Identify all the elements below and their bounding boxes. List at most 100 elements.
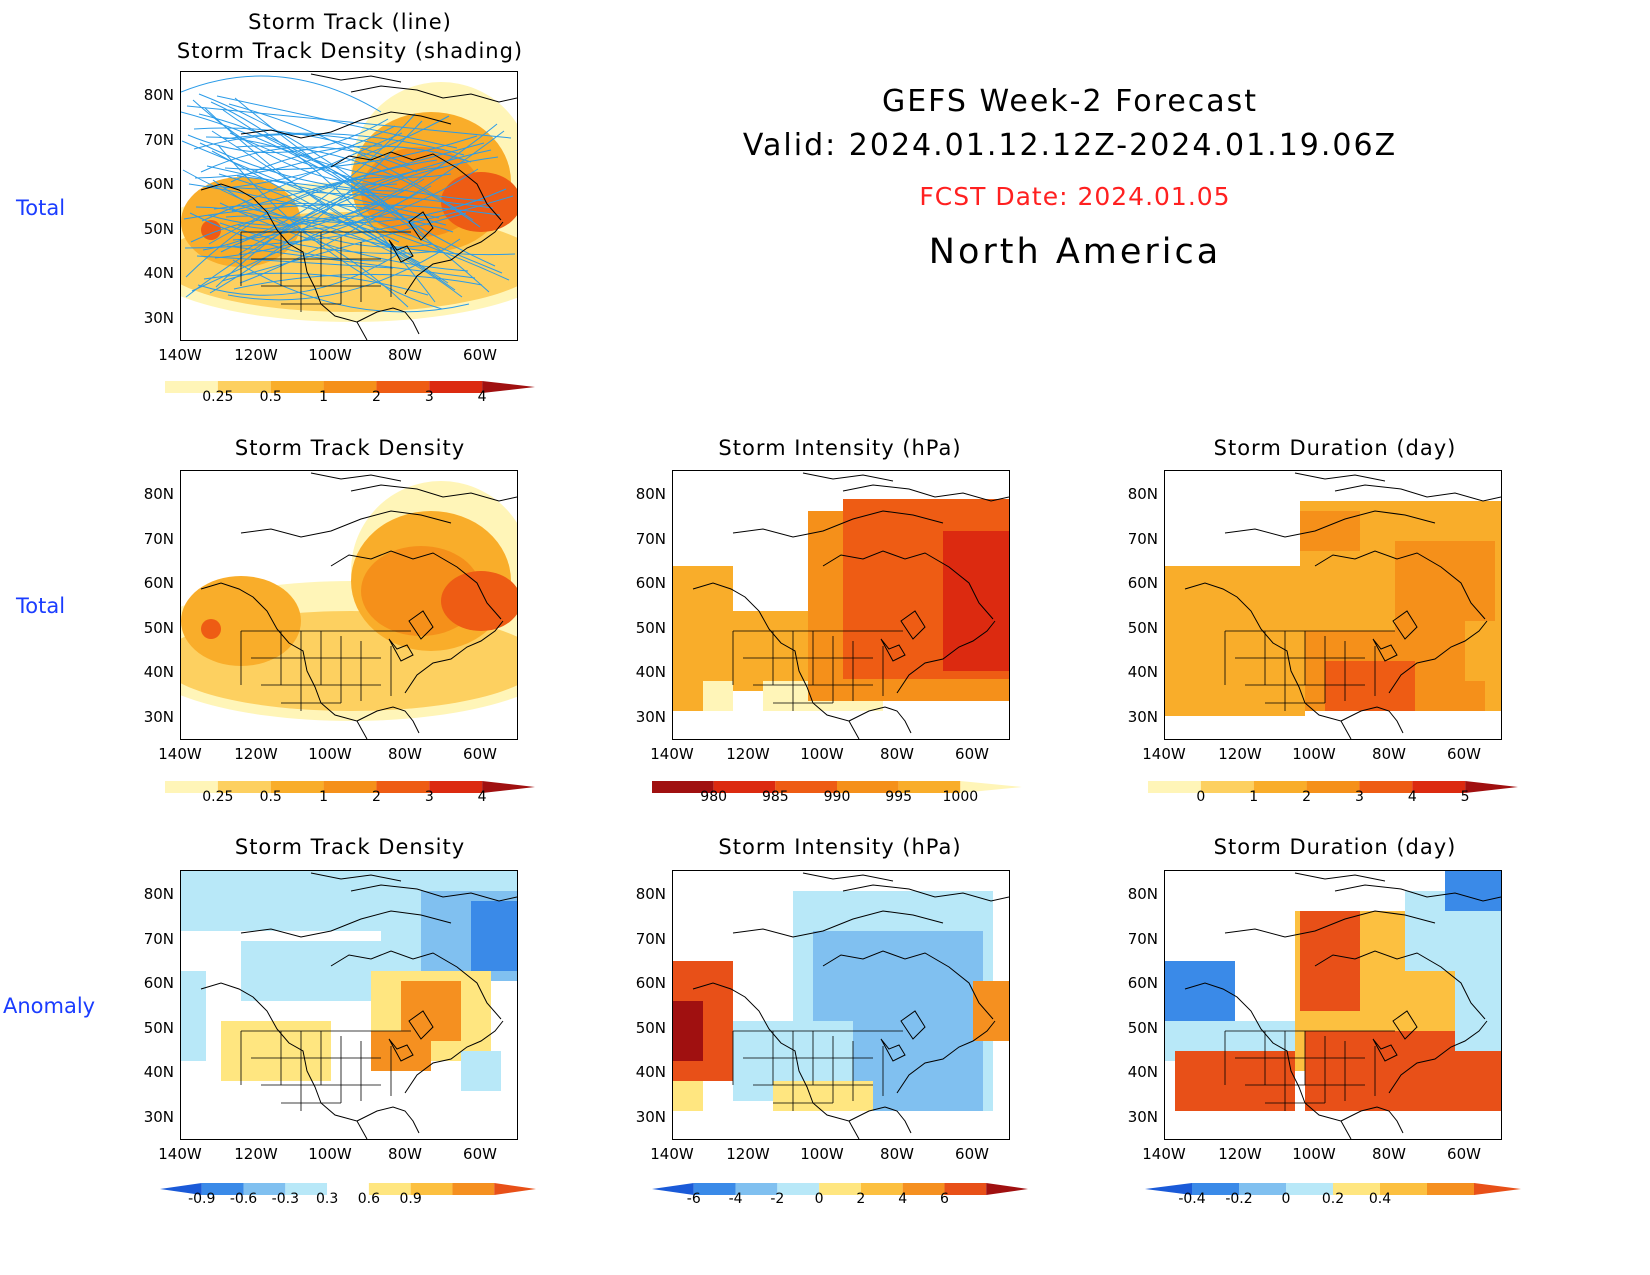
colorbar-density-total-top: 0.25 0.5 1 2 3 4: [165, 378, 545, 405]
lat-tick-label: 80N: [143, 86, 174, 104]
lat-tick-label: 80N: [143, 485, 174, 503]
density-shade-peak-w: [201, 619, 221, 639]
colorbar-label: 1: [1249, 789, 1259, 805]
lon-tick-label: 120W: [234, 346, 278, 364]
forecast-date: FCST Date: 2024.01.05: [919, 182, 1231, 211]
intensity_anom-bar: [652, 1183, 1028, 1195]
lat-tick-label: 50N: [143, 1019, 174, 1037]
density_total-bar: [165, 781, 535, 793]
coastline: [1184, 472, 1501, 739]
colorbar-label: 990: [823, 789, 851, 805]
forecast-region: North America: [928, 232, 1222, 272]
lon-tick-label: 80W: [880, 1145, 914, 1163]
duration-cell-7: [1465, 621, 1501, 681]
colorbar-label: -2: [770, 1191, 785, 1207]
lat-tick-label: 30N: [143, 708, 174, 726]
colorbar-swatch: [368, 1183, 411, 1195]
storm-track-lines: [181, 75, 516, 313]
row-label-total-2: Total: [16, 594, 66, 618]
lat-tick-label: 30N: [635, 708, 666, 726]
coastline: [200, 472, 517, 739]
lat-tick-label: 80N: [635, 485, 666, 503]
colorbar-swatch: [1427, 1183, 1474, 1195]
forecast-title: GEFS Week-2 Forecast: [881, 84, 1259, 119]
coastline: [200, 872, 517, 1139]
colorbar-label: 2: [1302, 789, 1312, 805]
colorbar-label: 0.9: [399, 1191, 422, 1207]
lat-tick-label: 50N: [143, 220, 174, 238]
lon-tick-label: 100W: [308, 346, 352, 364]
colorbar-swatch: [652, 781, 714, 793]
colorbar-swatch: [1380, 1183, 1427, 1195]
colorbar-swatch: [376, 381, 430, 393]
colorbar-swatch: [243, 1183, 286, 1195]
lat-tick-label: 50N: [1127, 619, 1158, 637]
colorbar-label: 985: [761, 789, 789, 805]
lon-tick-label: 80W: [388, 1145, 422, 1163]
lat-tick-label: 50N: [143, 619, 174, 637]
row-label-anomaly: Anomaly: [3, 994, 96, 1018]
colorbar-duration-total: 0 1 2 3 4 5: [1148, 778, 1528, 805]
colorbar-label: -4: [728, 1191, 743, 1207]
duration-cell-6: [1325, 661, 1415, 711]
colorbar-label: 1000: [942, 789, 979, 805]
colorbar-label: -6: [686, 1191, 701, 1207]
lat-tick-label: 40N: [143, 264, 174, 282]
top-panel-title-line2: Storm Track Density (shading): [176, 39, 524, 63]
intensity-cell-6: [703, 681, 733, 711]
colorbar-swatch: [837, 781, 899, 793]
colorbar-swatch: [1148, 781, 1201, 793]
colorbar-label: 4: [1407, 789, 1417, 805]
colorbar-label: 980: [700, 789, 728, 805]
colorbar-label: -0.3: [271, 1191, 299, 1207]
duration_anom-bar: [1145, 1183, 1521, 1195]
lon-tick-label: 120W: [234, 1145, 278, 1163]
map-density-anomaly: [180, 870, 518, 1140]
map-intensity-total: [672, 470, 1010, 740]
lat-tick-label: 70N: [1127, 530, 1158, 548]
colorbar-swatch: [217, 381, 271, 393]
m-r2c2-svg: [673, 472, 1009, 739]
lat-tick-label: 30N: [1127, 1108, 1158, 1126]
top-panel-title-line1: Storm Track (line): [248, 10, 452, 34]
colorbar-swatch: [201, 1183, 244, 1195]
colorbar-label: -0.4: [1178, 1191, 1206, 1207]
colorbar-swatch: [1474, 1183, 1521, 1195]
lat-tick-label: 70N: [635, 530, 666, 548]
m-r3c3-svg: [1165, 871, 1501, 1139]
lat-tick-label: 60N: [635, 574, 666, 592]
lat-tick-label: 40N: [1127, 663, 1158, 681]
lat-tick-label: 30N: [143, 1108, 174, 1126]
colorbar-label: 0: [1281, 1191, 1291, 1207]
lon-tick-label: 140W: [158, 346, 202, 364]
lat-tick-label: 40N: [143, 1063, 174, 1081]
m-r2c1-svg: [181, 472, 517, 739]
colorbar-swatch: [652, 1183, 694, 1195]
colorbar-swatch: [410, 1183, 453, 1195]
duration-anom-cell-4: [1300, 911, 1360, 1011]
lat-tick-label: 40N: [143, 663, 174, 681]
colorbar-swatch: [165, 381, 218, 393]
colorbar-label: 0.6: [357, 1191, 380, 1207]
colorbar-swatch: [160, 1183, 202, 1195]
lat-tick-label: 70N: [143, 131, 174, 149]
colorbar-label: -0.2: [1225, 1191, 1253, 1207]
coastline: [692, 872, 1009, 1139]
colorbar-swatch: [693, 1183, 736, 1195]
lat-tick-label: 50N: [635, 619, 666, 637]
lat-tick-label: 60N: [143, 175, 174, 193]
colorbar-label: 4: [477, 389, 487, 405]
lon-tick-label: 80W: [388, 745, 422, 763]
row-label-total-1: Total: [16, 196, 66, 220]
lon-tick-label: 120W: [1218, 1145, 1262, 1163]
colorbar-duration-anomaly: -0.4 -0.2 0 0.2 0.4: [1145, 1180, 1531, 1207]
colorbar-label: 3: [424, 389, 434, 405]
colorbar-swatch: [494, 1183, 536, 1195]
lat-tick-label: 60N: [1127, 574, 1158, 592]
density_total-bar: [165, 381, 535, 393]
colorbar-label: 0.2: [1321, 1191, 1345, 1207]
colorbar-label: 0.4: [1368, 1191, 1392, 1207]
lon-tick-label: 60W: [955, 1145, 989, 1163]
lon-tick-label: 100W: [800, 745, 844, 763]
lat-tick-label: 30N: [1127, 708, 1158, 726]
